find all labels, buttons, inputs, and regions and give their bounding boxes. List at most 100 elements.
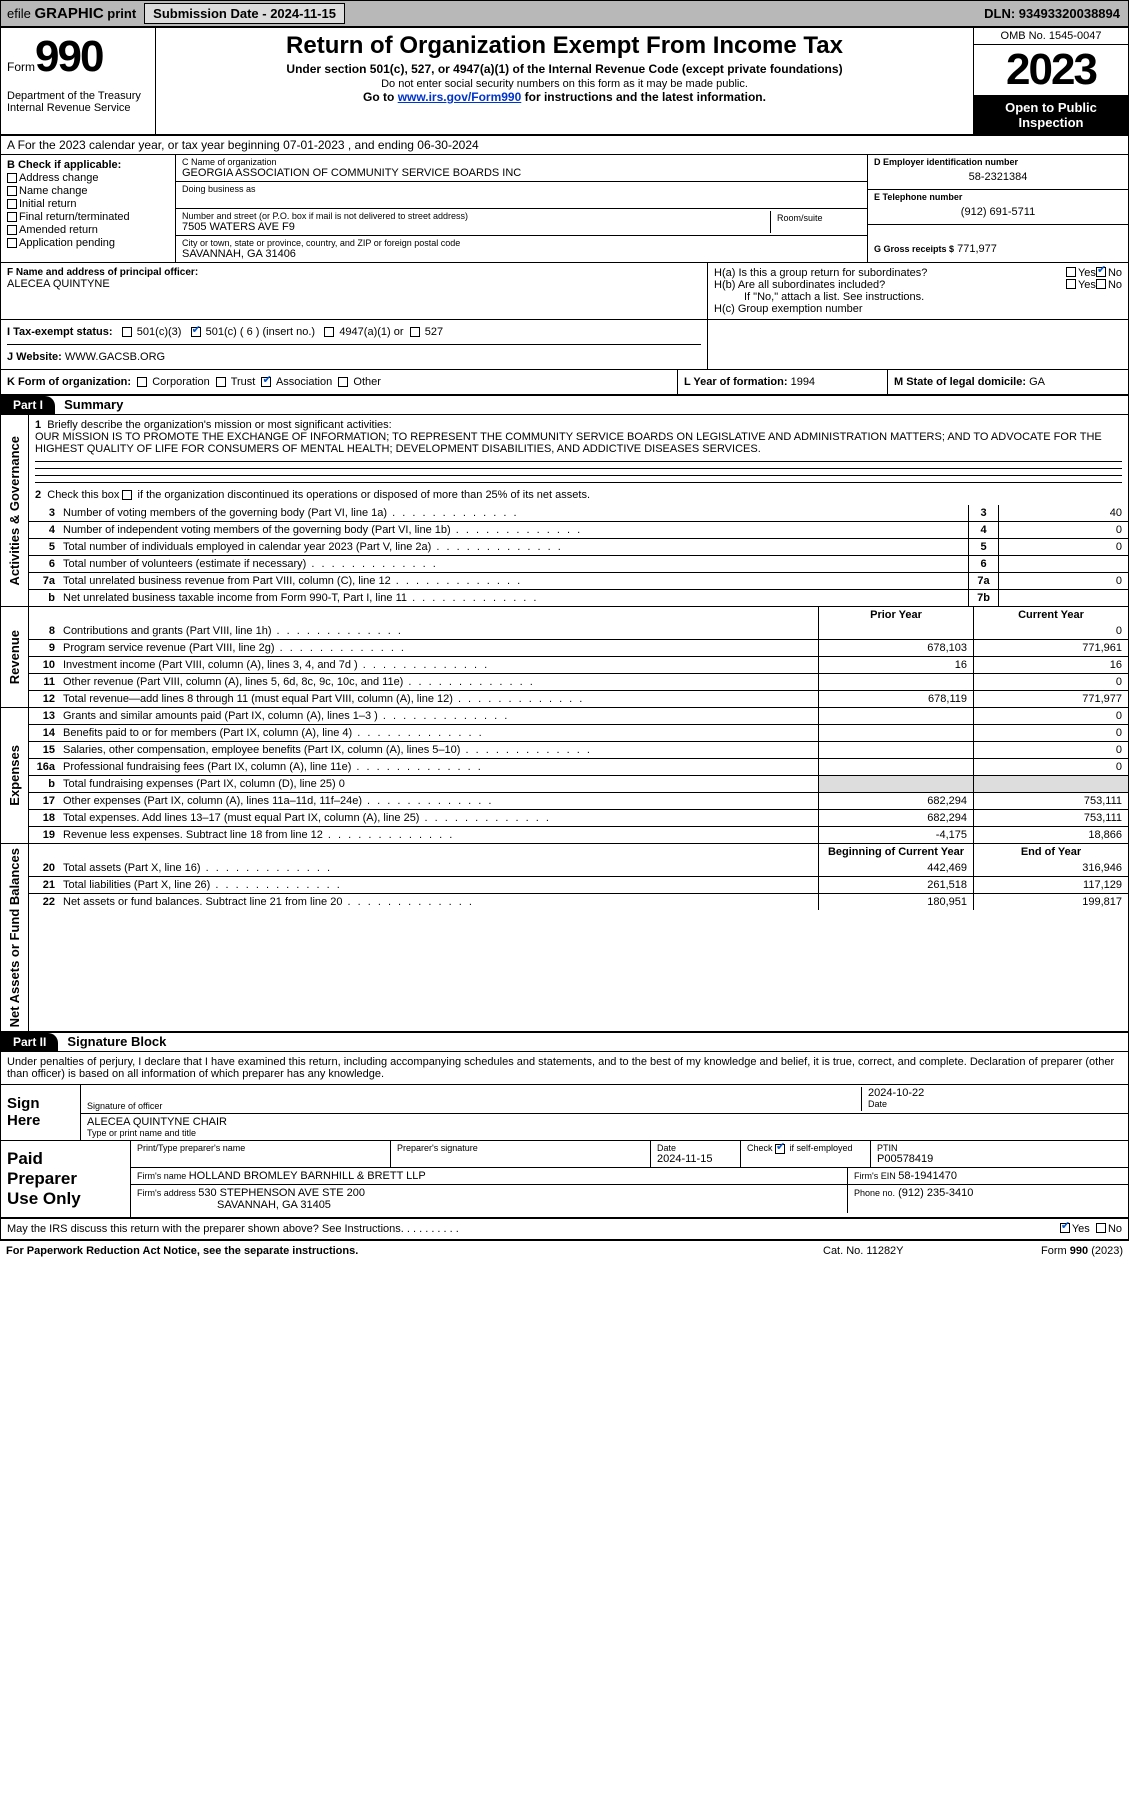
sign-here-row: Sign Here Signature of officer 2024-10-2… <box>1 1085 1128 1141</box>
checkbox-icon[interactable] <box>410 327 420 337</box>
checkbox-icon[interactable] <box>122 327 132 337</box>
chk-label: Address change <box>19 172 99 184</box>
checkbox-icon[interactable] <box>1096 267 1106 277</box>
line-curr: 0 <box>973 708 1128 724</box>
line-curr: 0 <box>973 742 1128 758</box>
line-prior: -4,175 <box>818 827 973 843</box>
line-val: 0 <box>998 522 1128 538</box>
checkbox-icon[interactable] <box>324 327 334 337</box>
chk-amended[interactable]: Amended return <box>7 224 169 236</box>
checkbox-icon[interactable] <box>216 377 226 387</box>
line-prior: 678,103 <box>818 640 973 656</box>
line-prior: 678,119 <box>818 691 973 707</box>
part1-title: Summary <box>58 395 129 414</box>
firm-phone: (912) 235-3410 <box>898 1187 973 1199</box>
header-center: Return of Organization Exempt From Incom… <box>156 28 973 134</box>
line-num: 22 <box>29 894 59 910</box>
efile-print[interactable]: print <box>107 6 136 21</box>
dba-label: Doing business as <box>182 184 861 194</box>
checkbox-icon[interactable] <box>1096 279 1106 289</box>
q2-num: 2 <box>35 489 41 501</box>
line-prior <box>818 623 973 639</box>
revenue-body: Prior Year Current Year 8 Contributions … <box>29 607 1128 707</box>
beg-year-hdr: Beginning of Current Year <box>818 844 973 860</box>
hc-spacer <box>708 320 1128 369</box>
netassets-body: Beginning of Current Year End of Year 20… <box>29 844 1128 1031</box>
firm-name: HOLLAND BROMLEY BARNHILL & BRETT LLP <box>189 1170 426 1182</box>
form-subtitle: Under section 501(c), 527, or 4947(a)(1)… <box>164 62 965 76</box>
line-num: b <box>29 590 59 606</box>
omb-number: OMB No. 1545-0047 <box>974 28 1128 45</box>
tel-label: E Telephone number <box>874 192 1122 202</box>
checkbox-icon[interactable] <box>775 1144 785 1154</box>
checkbox-icon[interactable] <box>1096 1223 1106 1233</box>
line-desc: Total liabilities (Part X, line 26) <box>59 877 818 893</box>
line-desc: Salaries, other compensation, employee b… <box>59 742 818 758</box>
line-num: 21 <box>29 877 59 893</box>
self-emp-label: Check if self-employed <box>747 1143 864 1154</box>
line-box: 4 <box>968 522 998 538</box>
chk-name-change[interactable]: Name change <box>7 185 169 197</box>
city-value: SAVANNAH, GA 31406 <box>182 248 861 260</box>
topbar: efile GRAPHIC print Submission Date - 20… <box>0 0 1129 27</box>
form-header: Form990 Department of the TreasuryIntern… <box>1 28 1128 136</box>
submission-date-button[interactable]: Submission Date - 2024-11-15 <box>144 3 345 24</box>
checkbox-icon[interactable] <box>1066 279 1076 289</box>
sig-row-2: ALECEA QUINTYNE CHAIR Type or print name… <box>81 1114 1128 1140</box>
summary-line: 10 Investment income (Part VIII, column … <box>29 656 1128 673</box>
sig-name: ALECEA QUINTYNE CHAIR <box>87 1116 1122 1128</box>
domicile-cell: M State of legal domicile: GA <box>888 370 1128 394</box>
yes-label: Yes <box>1072 1223 1090 1235</box>
summary-line: 16a Professional fundraising fees (Part … <box>29 758 1128 775</box>
line-desc: Total expenses. Add lines 13–17 (must eq… <box>59 810 818 826</box>
firm-city: SAVANNAH, GA 31405 <box>137 1199 331 1211</box>
checkbox-icon[interactable] <box>122 490 132 500</box>
line-num: 18 <box>29 810 59 826</box>
line-prior: 442,469 <box>818 860 973 876</box>
line-desc: Program service revenue (Part VIII, line… <box>59 640 818 656</box>
dba-cell: Doing business as <box>176 182 867 209</box>
firm-addr: 530 STEPHENSON AVE STE 200 <box>198 1187 365 1199</box>
ein-value: 58-2321384 <box>874 167 1122 187</box>
line-val: 40 <box>998 505 1128 521</box>
line-curr: 771,977 <box>973 691 1128 707</box>
hc-label: H(c) Group exemption number <box>714 303 1122 315</box>
revenue-section: Revenue Prior Year Current Year 8 Contri… <box>1 607 1128 708</box>
line-prior: 261,518 <box>818 877 973 893</box>
netassets-section: Net Assets or Fund Balances Beginning of… <box>1 844 1128 1033</box>
footer: For Paperwork Reduction Act Notice, see … <box>0 1241 1129 1261</box>
checkbox-icon[interactable] <box>338 377 348 387</box>
org-name-label: C Name of organization <box>182 157 861 167</box>
no-label: No <box>1108 267 1122 279</box>
chk-initial-return[interactable]: Initial return <box>7 198 169 210</box>
summary-line: 7a Total unrelated business revenue from… <box>29 572 1128 589</box>
checkbox-icon[interactable] <box>137 377 147 387</box>
goto-link[interactable]: www.irs.gov/Form990 <box>398 90 522 104</box>
line-prior <box>818 742 973 758</box>
expenses-sidebar: Expenses <box>1 708 29 843</box>
line-box: 5 <box>968 539 998 555</box>
addr-label: Number and street (or P.O. box if mail i… <box>182 211 770 221</box>
line-num: b <box>29 776 59 792</box>
checkbox-icon[interactable] <box>1060 1223 1070 1233</box>
chk-app-pending[interactable]: Application pending <box>7 237 169 249</box>
prep-row-1: Print/Type preparer's name Preparer's si… <box>131 1141 1128 1168</box>
chk-address-change[interactable]: Address change <box>7 172 169 184</box>
no-label: No <box>1108 279 1122 291</box>
q2-text: Check this box if the organization disco… <box>47 489 590 501</box>
tel-value: (912) 691-5711 <box>874 202 1122 222</box>
checkbox-icon[interactable] <box>261 377 271 387</box>
ptin-value: P00578419 <box>877 1153 1122 1165</box>
org-name-cell: C Name of organization GEORGIA ASSOCIATI… <box>176 155 867 182</box>
checkbox-icon[interactable] <box>1066 267 1076 277</box>
row-f-h: F Name and address of principal officer:… <box>1 263 1128 320</box>
checkbox-icon[interactable] <box>191 327 201 337</box>
form-label: Form <box>7 60 35 74</box>
line-num: 7a <box>29 573 59 589</box>
chk-final-return[interactable]: Final return/terminated <box>7 211 169 223</box>
chk-label: Final return/terminated <box>19 211 130 223</box>
summary-line: 5 Total number of individuals employed i… <box>29 538 1128 555</box>
year-val: 1994 <box>791 376 815 388</box>
col-b-label: B Check if applicable: <box>7 159 169 171</box>
revenue-sidebar: Revenue <box>1 607 29 707</box>
